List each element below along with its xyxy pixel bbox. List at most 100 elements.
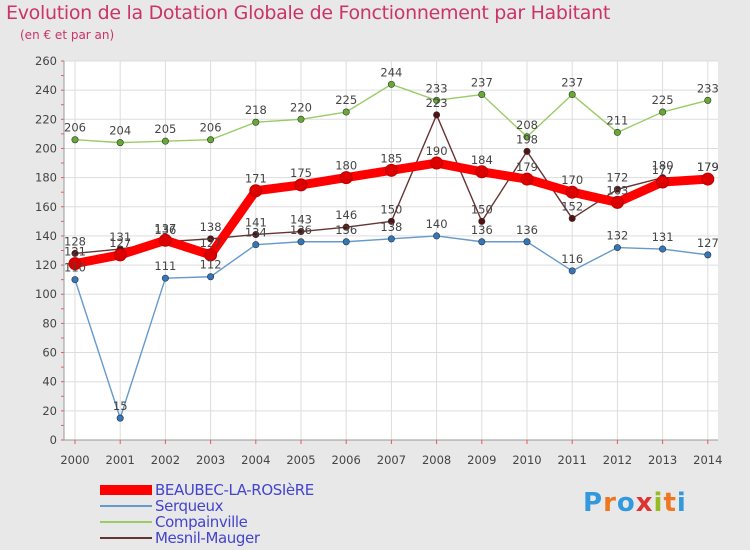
logo-letter: r: [603, 488, 617, 518]
logo-letter: x: [635, 488, 654, 518]
logo-letter: t: [663, 488, 677, 518]
data-point: [342, 108, 350, 116]
data-label: 171: [245, 172, 267, 186]
data-point: [433, 232, 441, 240]
y-tick-label: 40: [42, 375, 57, 389]
data-point: [207, 235, 215, 243]
data-label: 179: [697, 160, 719, 174]
x-tick-label: 2006: [332, 453, 361, 467]
data-point: [433, 111, 441, 119]
data-point: [71, 249, 79, 257]
data-label: 136: [471, 223, 493, 237]
data-label: 204: [109, 124, 131, 138]
y-tick-label: 240: [35, 83, 57, 97]
data-label: 136: [516, 223, 538, 237]
proxiti-logo: Proxiti: [583, 488, 687, 518]
y-tick-label: 260: [35, 54, 57, 68]
data-label: 225: [335, 93, 357, 107]
data-label: 198: [516, 132, 538, 146]
x-tick-label: 2003: [196, 453, 225, 467]
data-point: [568, 91, 576, 99]
data-point: [659, 108, 667, 116]
data-point: [701, 172, 715, 186]
data-point: [704, 96, 712, 104]
legend-swatch: [100, 505, 152, 507]
x-tick-label: 2007: [377, 453, 406, 467]
data-point: [161, 274, 169, 282]
data-label: 206: [64, 121, 86, 135]
legend-label: Compainville: [155, 513, 248, 531]
legend-label: Serqueux: [155, 497, 224, 515]
data-label: 127: [200, 236, 222, 250]
data-point: [252, 241, 260, 249]
data-point: [387, 217, 395, 225]
data-label: 225: [652, 93, 674, 107]
y-tick-label: 220: [35, 112, 57, 126]
y-tick-label: 160: [35, 200, 57, 214]
data-label: 218: [245, 103, 267, 117]
data-label: 132: [606, 229, 628, 243]
x-tick-label: 2004: [241, 453, 270, 467]
data-label: 138: [380, 220, 402, 234]
data-label: 127: [697, 236, 719, 250]
data-label: 131: [109, 230, 131, 244]
data-label: 141: [245, 215, 267, 229]
data-label: 143: [290, 213, 312, 227]
data-point: [71, 136, 79, 144]
data-label: 150: [471, 202, 493, 216]
data-point: [478, 238, 486, 246]
x-tick-label: 2001: [106, 453, 135, 467]
data-point: [523, 133, 531, 141]
y-tick-label: 80: [42, 316, 57, 330]
chart-title: Evolution de la Dotation Globale de Fonc…: [6, 2, 611, 24]
data-label: 237: [471, 76, 493, 90]
data-label: 110: [64, 261, 86, 275]
y-tick-label: 200: [35, 141, 57, 155]
data-label: 131: [652, 230, 674, 244]
legend-swatch: [100, 537, 152, 539]
data-point: [207, 273, 215, 281]
y-tick-label: 60: [42, 346, 57, 360]
data-label: 211: [606, 113, 628, 127]
data-point: [68, 257, 82, 271]
data-label: 111: [154, 259, 176, 273]
data-label: 127: [109, 236, 131, 250]
data-point: [387, 235, 395, 243]
y-tick-label: 20: [42, 404, 57, 418]
data-label: 175: [290, 166, 312, 180]
data-label: 163: [606, 183, 628, 197]
data-label: 140: [426, 217, 448, 231]
x-tick-label: 2012: [603, 453, 632, 467]
data-label: 136: [335, 223, 357, 237]
x-tick-label: 2013: [648, 453, 677, 467]
legend-label: BEAUBEC-LA-ROSIèRE: [155, 481, 314, 499]
data-point: [204, 248, 218, 262]
data-label: 121: [64, 245, 86, 259]
data-label: 136: [290, 223, 312, 237]
data-point: [71, 276, 79, 284]
logo-letter: o: [616, 488, 636, 518]
x-tick-label: 2011: [558, 453, 587, 467]
legend-swatch: [100, 485, 152, 495]
data-point: [161, 137, 169, 145]
x-tick-label: 2005: [286, 453, 315, 467]
data-point: [252, 118, 260, 126]
data-label: 172: [606, 170, 628, 184]
data-label: 180: [652, 159, 674, 173]
data-label: 208: [516, 118, 538, 132]
data-point: [294, 178, 308, 192]
logo-letter: P: [583, 488, 604, 518]
data-label: 184: [471, 153, 493, 167]
data-label: 128: [64, 234, 86, 248]
data-point: [704, 251, 712, 259]
data-label: 185: [380, 151, 402, 165]
data-point: [430, 156, 444, 170]
chart-subtitle: (en € et par an): [20, 28, 115, 42]
logo-letter: i: [653, 488, 664, 518]
data-point: [342, 223, 350, 231]
data-label: 223: [426, 96, 448, 110]
data-point: [568, 267, 576, 275]
data-point: [610, 195, 624, 209]
data-point: [520, 172, 534, 186]
